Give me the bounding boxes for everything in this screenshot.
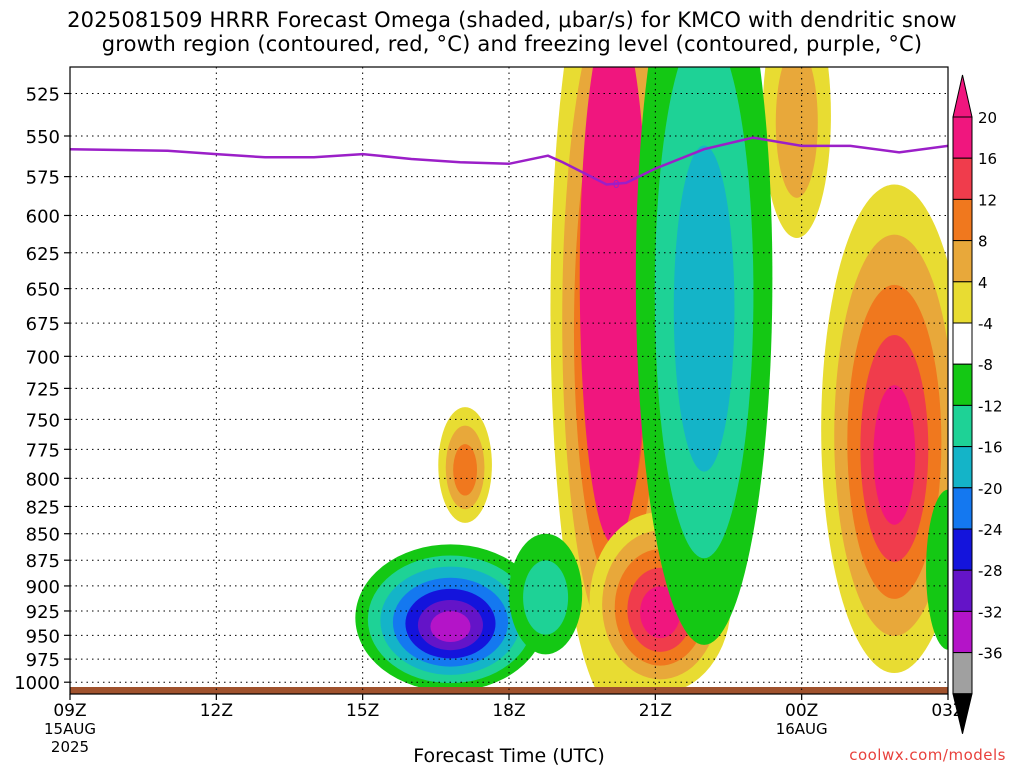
y-tick-label: 800 (26, 469, 60, 490)
x-tick-label: 00Z (785, 701, 818, 721)
x-tick-date: 15AUG (44, 720, 96, 738)
colorbar-box (952, 652, 973, 695)
updraft-02z-level-4 (873, 385, 916, 525)
downdraft-03z-level-0 (926, 489, 948, 650)
colorbar-label: -24 (978, 521, 1003, 539)
x-tick-date: 16AUG (776, 720, 828, 738)
y-axis: 525 550 575 600 625 650 675 700 725 750 775 800 825 8… (14, 84, 70, 694)
colorbar-label: -16 (978, 439, 1003, 457)
colorbar-box (952, 363, 973, 406)
y-tick-label: 775 (26, 440, 60, 461)
y-tick-label: 600 (26, 206, 60, 227)
x-axis-label: Forecast Time (UTC) (413, 745, 604, 767)
x-tick-label: 15Z (346, 701, 379, 721)
y-tick-label: 625 (26, 244, 60, 265)
colorbar-label: -28 (978, 562, 1003, 580)
y-tick-label: 725 (26, 379, 60, 400)
credit-text: coolwx.com/models (849, 746, 1006, 764)
colorbar-box (952, 157, 973, 200)
y-tick-label: 900 (26, 577, 60, 598)
colorbar-label: -12 (978, 397, 1003, 415)
colorbar-box (952, 569, 973, 612)
colorbar-box (952, 487, 973, 530)
y-tick-label: 575 (26, 168, 60, 189)
y-tick-label: 700 (26, 347, 60, 368)
colorbar-bottom-arrow (952, 693, 973, 734)
y-tick-label: 850 (26, 525, 60, 546)
title-line-2: growth region (contoured, red, °C) and f… (101, 32, 923, 56)
colorbar-label: 20 (978, 109, 997, 127)
x-tick-label: 18Z (492, 701, 525, 721)
y-tick-label: 925 (26, 602, 60, 623)
y-tick-label: 650 (26, 280, 60, 301)
x-tick-label: 12Z (200, 701, 233, 721)
x-tick-label: 09Z (53, 701, 86, 721)
colorbar-box (952, 281, 973, 324)
colorbar-label: -20 (978, 480, 1003, 498)
weak-updraft-level-2 (453, 444, 478, 496)
colorbar: 20 16 12 8 4 -4 -8 -12 -16 -20 -24 -28 -32 -36 (952, 74, 1003, 734)
y-tick-label: 975 (26, 650, 60, 671)
x-tick-year: 2025 (51, 738, 89, 756)
freezing-level-line (70, 136, 948, 186)
colorbar-label: 4 (978, 274, 988, 292)
y-tick-label: 875 (26, 551, 60, 572)
colorbar-box (952, 322, 973, 365)
downdraft-22z-level-2 (673, 145, 735, 472)
title-line-1: 2025081509 HRRR Forecast Omega (shaded, … (67, 8, 957, 32)
y-tick-label: 675 (26, 314, 60, 335)
colorbar-label: -32 (978, 603, 1003, 621)
y-tick-label: 825 (26, 497, 60, 518)
y-tick-label: 950 (26, 626, 60, 647)
colorbar-box (952, 446, 973, 489)
colorbar-label: -4 (978, 315, 993, 333)
freezing-level: 0 (70, 136, 948, 191)
surface-strip (70, 687, 948, 694)
omega-shading (70, 67, 948, 694)
colorbar-box (952, 240, 973, 283)
y-tick-label: 1000 (14, 673, 60, 694)
colorbar-top-arrow (952, 74, 973, 118)
updraft-lower-level-4 (640, 586, 681, 639)
colorbar-label: 8 (978, 233, 988, 251)
colorbar-box (952, 404, 973, 448)
colorbar-box (952, 610, 973, 654)
colorbar-label: 16 (978, 150, 997, 168)
y-tick-label: 750 (26, 410, 60, 431)
y-tick-label: 525 (26, 84, 60, 105)
downdraft-19z-level-1 (523, 560, 569, 635)
colorbar-box (952, 528, 973, 571)
colorbar-label: -36 (978, 645, 1003, 663)
colorbar-label: 12 (978, 191, 997, 209)
updraft-column-core-level-1 (592, 129, 635, 458)
freezing-level-label: 0 (613, 178, 620, 191)
x-tick-label: 21Z (639, 701, 672, 721)
colorbar-box (952, 198, 973, 242)
weak-updraft-top-level-1 (775, 67, 818, 198)
colorbar-box (952, 116, 973, 159)
colorbar-label: -8 (978, 356, 993, 374)
y-tick-label: 550 (26, 127, 60, 148)
downdraft-17z-level-6 (430, 611, 471, 643)
